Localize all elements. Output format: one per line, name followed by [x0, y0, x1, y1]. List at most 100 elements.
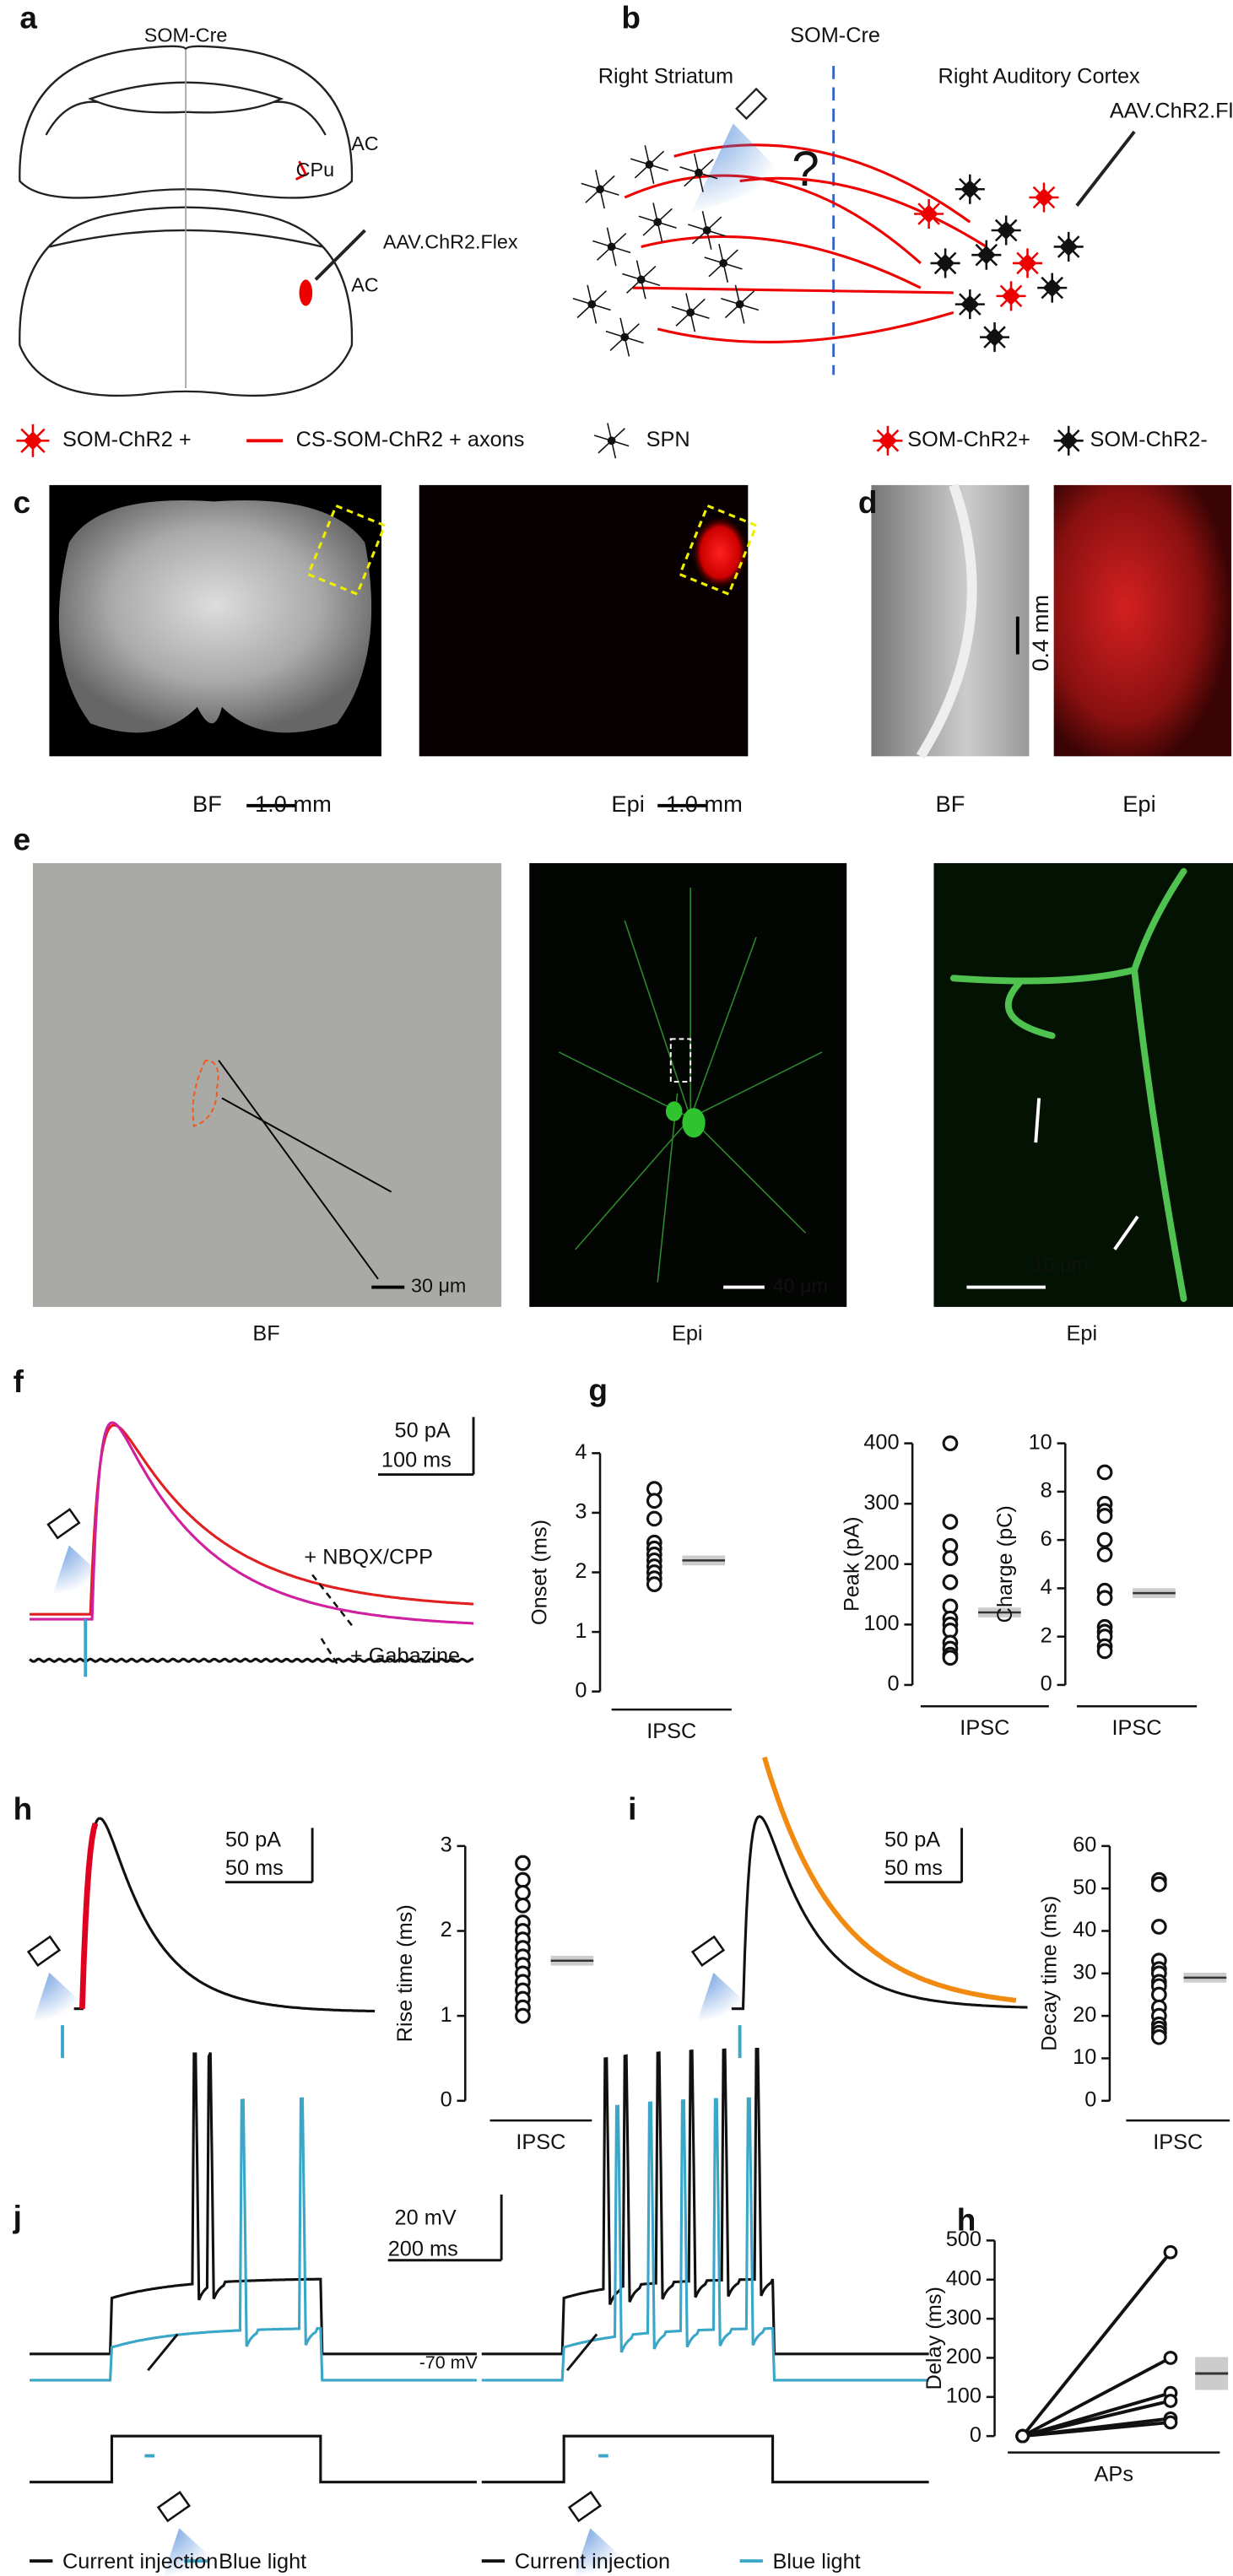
y-tick-label: 100 — [863, 1612, 899, 1635]
point — [1015, 2428, 1030, 2444]
y-tick-label: 3 — [575, 1500, 587, 1524]
point — [515, 2007, 531, 2024]
light-cone — [574, 2528, 630, 2576]
point — [1163, 2415, 1178, 2430]
label: 50 ms — [884, 1856, 943, 1880]
y-tick-label: 300 — [863, 1491, 899, 1515]
point — [942, 1550, 959, 1566]
label: 1.0 mm — [666, 791, 743, 817]
spn-soma — [587, 300, 597, 309]
y-tick-label: 50 — [1073, 1876, 1096, 1899]
trace — [78, 1823, 99, 2009]
panel-letter: c — [14, 484, 31, 520]
panel-letter: g — [588, 1372, 608, 1407]
trace — [73, 1817, 376, 2013]
pair-line — [1022, 2399, 1171, 2438]
neuron-soma — [976, 246, 996, 265]
point — [1096, 1590, 1113, 1607]
neuron-soma — [878, 431, 897, 451]
label: BF — [252, 1322, 279, 1346]
point — [942, 1650, 959, 1666]
label: + NBQX/CPP — [304, 1546, 433, 1569]
light-source — [46, 1508, 81, 1540]
label: AAV.ChR2.Flex — [1110, 99, 1233, 122]
label: + Gabazine — [350, 1644, 460, 1668]
point — [515, 1855, 531, 1871]
panel-letter: b — [621, 0, 641, 35]
trace — [731, 1815, 1028, 2011]
label: 1.0 mm — [255, 791, 332, 817]
panel-letter: a — [19, 0, 37, 35]
y-tick-label: 400 — [863, 1430, 899, 1454]
neuron-soma — [1002, 286, 1021, 305]
label: BF — [192, 791, 222, 817]
label: Current injection — [515, 2550, 670, 2573]
neuron-soma — [919, 204, 938, 224]
point — [646, 1493, 662, 1509]
pair-line — [1021, 2251, 1172, 2438]
label: SOM-ChR2- — [1090, 428, 1208, 451]
neuron-soma — [1042, 278, 1062, 298]
spn-soma — [636, 275, 646, 284]
command-step — [30, 2434, 477, 2484]
command-step — [481, 2434, 929, 2484]
y-tick-label: 1 — [441, 2003, 452, 2027]
point — [942, 1514, 959, 1531]
light-source — [26, 1935, 62, 1967]
spn-soma — [607, 242, 616, 251]
spn-soma — [702, 226, 711, 235]
label: ? — [792, 142, 819, 197]
panel-letter: f — [14, 1364, 24, 1399]
label: AC — [351, 132, 378, 154]
label: Blue light — [219, 2550, 306, 2573]
y-tick-label: 3 — [441, 1833, 452, 1857]
y-axis-label: Delay (ms) — [922, 2287, 946, 2390]
x-axis-label: IPSC — [1153, 2130, 1203, 2154]
label: 50 pA — [395, 1419, 451, 1443]
y-tick-label: 8 — [1041, 1479, 1052, 1503]
neuron-soma — [1059, 431, 1079, 451]
label: 100 ms — [381, 1449, 452, 1472]
spn-soma — [607, 436, 616, 446]
point — [1096, 1546, 1113, 1563]
y-tick-label: 60 — [1073, 1833, 1096, 1857]
point — [1150, 1919, 1167, 1935]
trace — [29, 1657, 474, 1663]
point — [1163, 2394, 1178, 2408]
label: SPN — [646, 428, 690, 451]
trace — [30, 1421, 474, 1625]
point — [646, 1576, 662, 1592]
x-axis-label: IPSC — [960, 1716, 1009, 1740]
x-axis-label: IPSC — [516, 2130, 565, 2154]
label: BF — [936, 791, 965, 817]
label: CPu — [296, 159, 334, 181]
neuron-soma — [985, 327, 1004, 347]
y-tick-label: 0 — [970, 2423, 982, 2447]
neuron-soma — [1018, 253, 1037, 273]
spn-soma — [686, 308, 695, 317]
y-tick-label: 200 — [863, 1551, 899, 1574]
label: AAV.ChR2.Flex — [383, 231, 518, 253]
y-tick-label: 30 — [1073, 1961, 1096, 1985]
y-tick-label: 2 — [441, 1918, 452, 1941]
label: 30 μm — [411, 1275, 466, 1297]
point — [1150, 1876, 1167, 1893]
point — [515, 1884, 531, 1901]
y-tick-label: 20 — [1073, 2003, 1096, 2027]
y-tick-label: 10 — [1073, 2045, 1096, 2069]
labels: a bc def gh ij hSOM-CreACCPuAAV.ChR2.FlexACSO… — [13, 0, 1233, 2573]
point — [942, 1574, 959, 1590]
point — [1163, 2244, 1178, 2260]
y-tick-label: 2 — [575, 1559, 587, 1583]
light-source — [567, 2491, 603, 2523]
label: Right Auditory Cortex — [938, 64, 1141, 88]
x-axis-label: APs — [1095, 2463, 1133, 2487]
spn-soma — [653, 218, 662, 227]
neuron-soma — [1059, 237, 1079, 257]
light-cone — [163, 2528, 219, 2576]
scale-label: 0.4 mm — [1027, 595, 1053, 672]
point — [1150, 1986, 1167, 2003]
point — [1150, 2028, 1167, 2045]
